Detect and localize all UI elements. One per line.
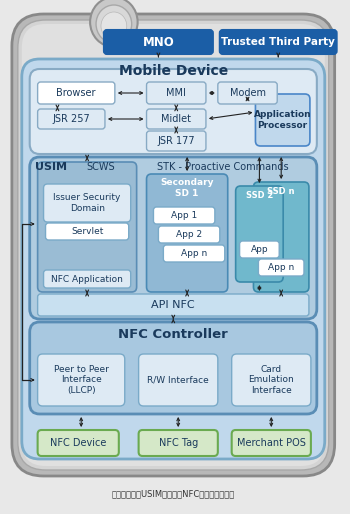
Text: MNO: MNO <box>142 35 174 48</box>
FancyBboxPatch shape <box>37 109 105 129</box>
FancyBboxPatch shape <box>43 184 131 222</box>
Text: Mobile Device: Mobile Device <box>119 64 228 78</box>
FancyBboxPatch shape <box>253 182 309 292</box>
Text: App: App <box>251 245 268 254</box>
FancyBboxPatch shape <box>147 82 206 104</box>
Text: App n: App n <box>181 249 207 258</box>
Text: Secondary
SD 1: Secondary SD 1 <box>160 178 214 198</box>
Ellipse shape <box>96 5 132 43</box>
Text: SSD 2: SSD 2 <box>246 192 273 200</box>
FancyBboxPatch shape <box>18 20 329 470</box>
FancyBboxPatch shape <box>240 241 279 258</box>
FancyBboxPatch shape <box>147 109 206 129</box>
Text: Servlet: Servlet <box>71 227 103 236</box>
FancyBboxPatch shape <box>30 69 317 154</box>
FancyBboxPatch shape <box>104 30 213 54</box>
FancyBboxPatch shape <box>37 354 125 406</box>
Text: MMI: MMI <box>166 88 186 98</box>
FancyBboxPatch shape <box>232 354 311 406</box>
Text: STK - Proactive Commands: STK - Proactive Commands <box>157 162 289 172</box>
FancyBboxPatch shape <box>12 14 335 476</box>
Text: JSR 257: JSR 257 <box>52 114 90 124</box>
Text: R/W Interface: R/W Interface <box>147 376 209 384</box>
FancyBboxPatch shape <box>37 162 136 292</box>
FancyBboxPatch shape <box>163 245 225 262</box>
FancyBboxPatch shape <box>37 294 309 316</box>
FancyBboxPatch shape <box>256 94 310 146</box>
FancyBboxPatch shape <box>37 82 115 104</box>
Text: NFC Tag: NFC Tag <box>159 438 198 448</box>
FancyBboxPatch shape <box>30 157 317 319</box>
Text: Card
Emulation
Interface: Card Emulation Interface <box>248 365 294 395</box>
Text: API NFC: API NFC <box>152 300 195 310</box>
Text: App n: App n <box>268 263 294 272</box>
FancyBboxPatch shape <box>218 82 277 104</box>
Text: Midlet: Midlet <box>161 114 191 124</box>
FancyBboxPatch shape <box>46 223 129 240</box>
Text: USIM: USIM <box>35 162 68 172</box>
Ellipse shape <box>90 0 138 47</box>
Text: NFC Device: NFC Device <box>50 438 106 448</box>
FancyBboxPatch shape <box>22 24 325 466</box>
FancyBboxPatch shape <box>258 259 304 276</box>
FancyBboxPatch shape <box>43 270 131 288</box>
FancyBboxPatch shape <box>139 354 218 406</box>
Ellipse shape <box>101 12 127 40</box>
Text: App 2: App 2 <box>176 230 202 239</box>
FancyBboxPatch shape <box>37 430 119 456</box>
FancyBboxPatch shape <box>139 430 218 456</box>
Text: 《圖十九〉以USIM為主體的NFC手機架構示意圖: 《圖十九〉以USIM為主體的NFC手機架構示意圖 <box>112 489 235 499</box>
Text: SSD n: SSD n <box>267 188 295 196</box>
Text: JSR 177: JSR 177 <box>158 136 195 146</box>
FancyBboxPatch shape <box>220 30 337 54</box>
Text: Trusted Third Party: Trusted Third Party <box>221 37 335 47</box>
FancyBboxPatch shape <box>30 322 317 414</box>
FancyBboxPatch shape <box>236 186 283 282</box>
Text: SCWS: SCWS <box>87 162 115 172</box>
FancyBboxPatch shape <box>147 174 228 292</box>
FancyBboxPatch shape <box>153 207 215 224</box>
Text: Issuer Security
Domain: Issuer Security Domain <box>54 193 121 213</box>
Text: Peer to Peer
Interface
(LLCP): Peer to Peer Interface (LLCP) <box>54 365 108 395</box>
Text: Modem: Modem <box>230 88 266 98</box>
Text: NFC Controller: NFC Controller <box>118 327 228 340</box>
FancyBboxPatch shape <box>232 430 311 456</box>
Text: Merchant POS: Merchant POS <box>237 438 306 448</box>
Text: App 1: App 1 <box>171 211 197 220</box>
FancyBboxPatch shape <box>159 226 220 243</box>
FancyBboxPatch shape <box>147 131 206 151</box>
Text: NFC Application: NFC Application <box>51 274 123 284</box>
FancyBboxPatch shape <box>22 59 325 459</box>
Text: Application
Processor: Application Processor <box>254 111 312 130</box>
Text: Browser: Browser <box>56 88 96 98</box>
